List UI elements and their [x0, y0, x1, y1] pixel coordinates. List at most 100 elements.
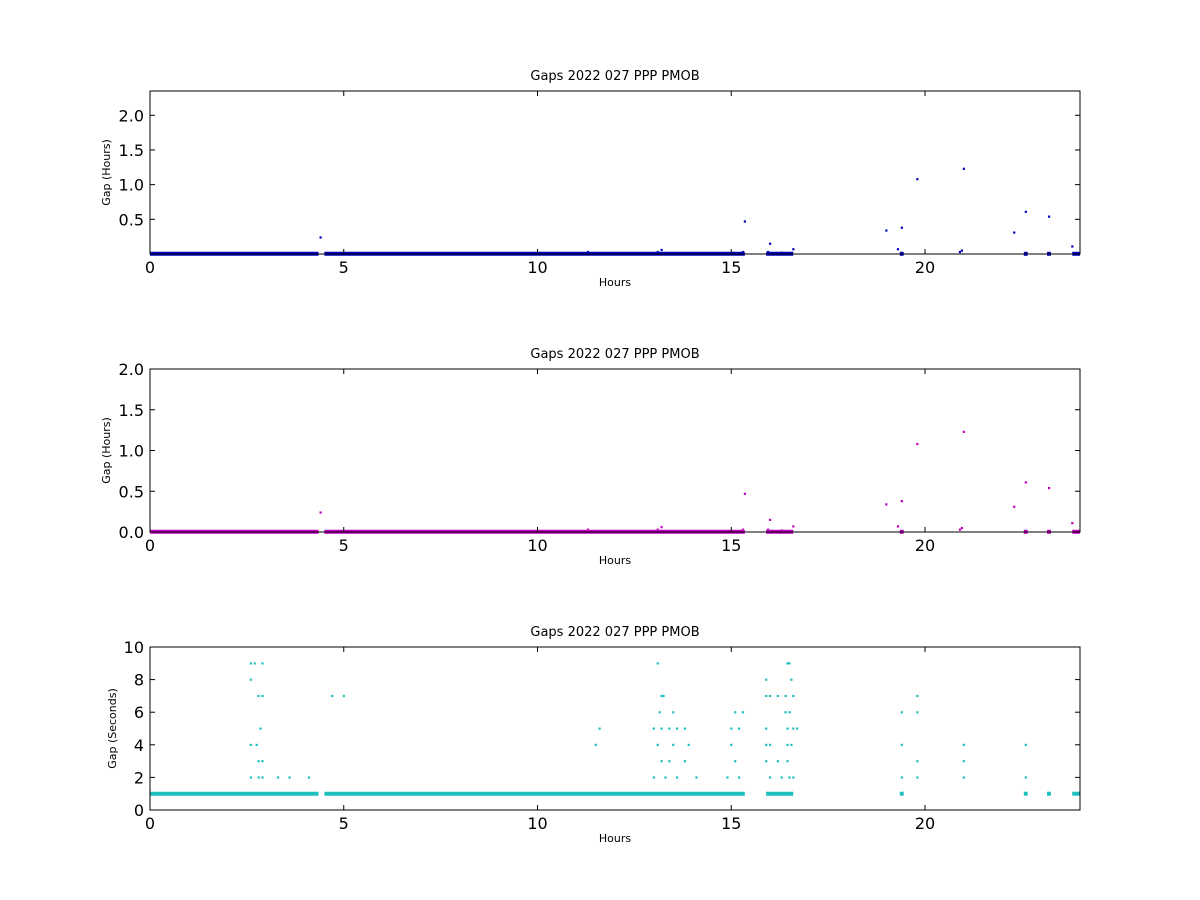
gap-point — [786, 727, 789, 730]
gap-point — [660, 248, 663, 252]
gap-point — [741, 711, 745, 714]
gap-point — [586, 528, 590, 531]
gap-point — [765, 678, 768, 681]
gap-point — [962, 760, 965, 763]
x-tick-label: 10 — [527, 258, 547, 277]
gap-point — [900, 743, 903, 746]
gap-point — [767, 250, 770, 254]
plot-frame — [149, 646, 1081, 811]
y-tick-label: 1.0 — [119, 176, 144, 195]
gap-point — [288, 776, 291, 779]
x-tick-label: 0 — [145, 258, 155, 277]
y-axis-label: Gap (Hours) — [100, 417, 113, 484]
y-tick-label: 0 — [134, 801, 144, 820]
gap-point — [960, 249, 964, 252]
gap-point — [776, 694, 779, 698]
gap-point — [900, 226, 903, 229]
x-tick-label: 5 — [339, 814, 349, 833]
gap-point — [656, 662, 659, 665]
gap-point — [658, 711, 661, 714]
gap-point — [672, 743, 675, 746]
gap-point — [668, 727, 671, 730]
gap-point — [331, 694, 334, 698]
gap-point — [916, 694, 919, 698]
x-axis-label: Hours — [599, 554, 631, 567]
gap-point — [1024, 481, 1027, 484]
y-tick-label: 1.0 — [119, 442, 144, 461]
x-axis-label: Hours — [599, 832, 631, 845]
y-tick-label: 2.0 — [119, 360, 144, 379]
gap-point — [726, 776, 729, 779]
gap-point — [668, 760, 671, 763]
gap-point — [261, 694, 264, 698]
gap-point — [962, 167, 965, 170]
x-tick-label: 15 — [721, 258, 741, 277]
gap-point — [734, 711, 737, 714]
gap-point — [765, 727, 768, 730]
gap-point — [769, 518, 772, 521]
gap-point — [784, 694, 787, 698]
gap-point — [676, 727, 679, 730]
gap-point — [765, 694, 768, 698]
gap-point — [656, 250, 659, 254]
gap-point — [792, 727, 795, 730]
plot-frame — [149, 368, 1081, 533]
y-tick-label: 10 — [124, 638, 144, 657]
gap-point — [788, 662, 791, 665]
y-axis-label: Gap (Hours) — [100, 139, 113, 206]
gap-point — [741, 250, 745, 254]
gap-point — [695, 776, 698, 779]
gap-point — [598, 727, 601, 730]
chart-title: Gaps 2022 027 PPP PMOB — [530, 347, 699, 362]
gap-point — [916, 760, 919, 763]
gap-point — [958, 250, 962, 254]
gap-point — [765, 760, 768, 763]
gap-point — [776, 760, 779, 763]
y-tick-label: 6 — [134, 703, 144, 722]
gap-point — [780, 776, 783, 779]
gap-point — [656, 743, 659, 746]
gap-point — [257, 760, 260, 763]
gap-point — [786, 743, 789, 746]
gap-point — [672, 711, 675, 714]
gap-point — [786, 760, 789, 763]
gap-point — [916, 711, 919, 714]
gap-point — [765, 743, 768, 746]
gap-point — [896, 525, 900, 528]
gap-point — [683, 760, 686, 763]
gap-point — [664, 776, 667, 779]
gap-point — [261, 760, 264, 763]
gap-point — [769, 743, 772, 746]
gap-point — [896, 248, 900, 251]
plot-frame — [149, 90, 1081, 255]
gap-point — [743, 220, 747, 223]
gap-point — [962, 430, 965, 433]
gap-point — [741, 528, 745, 531]
gap-point — [259, 727, 262, 730]
gap-point — [656, 528, 659, 531]
x-tick-label: 15 — [721, 814, 741, 833]
gap-point — [1013, 505, 1016, 508]
gap-point — [916, 776, 919, 779]
gap-point — [261, 776, 264, 779]
gap-point — [769, 694, 772, 698]
x-tick-label: 5 — [339, 536, 349, 555]
gap-point — [660, 526, 663, 529]
gap-point — [676, 776, 679, 779]
gap-point — [342, 694, 345, 698]
chart-panel-gap-hours-blue: Gaps 2022 027 PPP PMOB 0 5 10 15 20 0.5 1.0 1.5… — [100, 69, 1081, 289]
gap-point — [962, 776, 965, 779]
gap-point — [261, 662, 264, 665]
gap-point — [885, 503, 888, 506]
gap-point — [769, 776, 772, 779]
y-tick-label: 8 — [134, 671, 144, 690]
gap-point — [319, 236, 322, 239]
x-axis-label: Hours — [599, 276, 631, 289]
gap-point — [249, 776, 252, 779]
gap-point — [652, 776, 655, 779]
gap-point — [790, 743, 793, 746]
x-tick-label: 0 — [145, 814, 155, 833]
chart-title: Gaps 2022 027 PPP PMOB — [530, 69, 699, 84]
gap-point — [900, 500, 903, 503]
